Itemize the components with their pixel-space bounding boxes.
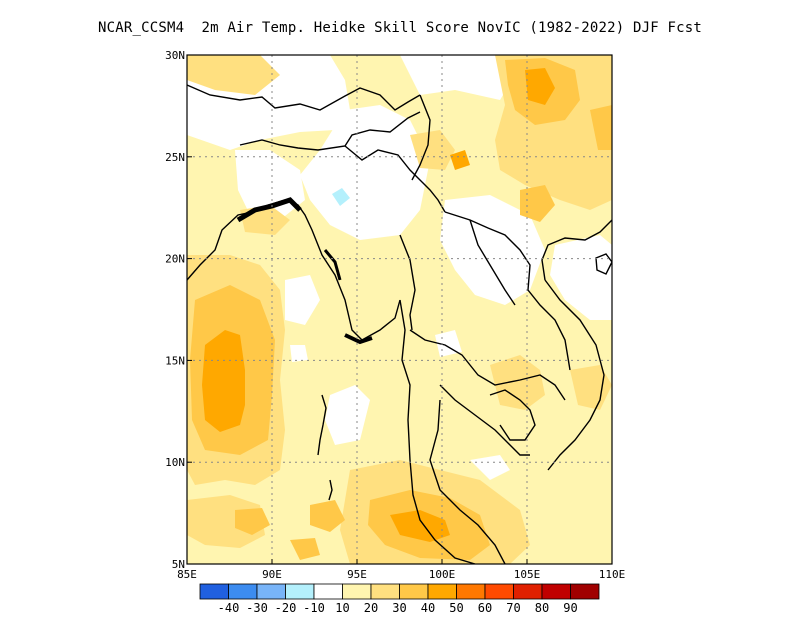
colorbar-swatch bbox=[456, 583, 486, 600]
map-title: NCAR_CCSM4 2m Air Temp. Heidke Skill Sco… bbox=[97, 20, 702, 36]
gridlines bbox=[187, 55, 612, 564]
myanmar-coast bbox=[399, 299, 476, 564]
negative-skill-patch bbox=[332, 188, 350, 206]
strongest-skill-regions bbox=[202, 68, 555, 542]
colorbar-label: 40 bbox=[421, 601, 435, 615]
x-tick-label: 95E bbox=[347, 568, 367, 581]
skill-field bbox=[187, 55, 612, 564]
himalaya-border bbox=[187, 84, 421, 111]
coastlines-and-borders bbox=[187, 84, 612, 564]
colorbar-swatch bbox=[427, 583, 457, 600]
colorbar-label: 30 bbox=[392, 601, 406, 615]
inland-border-1 bbox=[469, 219, 516, 306]
vietnam-coast bbox=[544, 279, 605, 471]
hainan-island bbox=[595, 253, 612, 275]
x-tick-label: 110E bbox=[599, 568, 626, 581]
colorbar-label: -10 bbox=[303, 601, 325, 615]
colorbar-swatch bbox=[370, 583, 400, 600]
irrawaddy-delta bbox=[344, 333, 373, 345]
laos-vietnam-border bbox=[444, 211, 571, 371]
colorbar-swatch bbox=[570, 583, 600, 600]
colorbar-label: 10 bbox=[335, 601, 349, 615]
colorbar-swatch bbox=[399, 583, 429, 600]
colorbar: -40 -30 -20 -10 10 20 30 40 50 60 70 80 90 bbox=[199, 583, 600, 615]
colorbar-label: 80 bbox=[535, 601, 549, 615]
china-coast bbox=[541, 219, 612, 281]
x-tick-label: 85E bbox=[177, 568, 197, 581]
malay-peninsula-coast bbox=[429, 399, 506, 564]
y-tick-label: 15N bbox=[165, 354, 185, 367]
colorbar-swatch bbox=[199, 583, 229, 600]
arakan-coast-detail bbox=[323, 249, 342, 281]
tibet-border bbox=[411, 94, 431, 181]
colorbar-swatch bbox=[285, 583, 315, 600]
colorbar-label: 50 bbox=[449, 601, 463, 615]
colorbar-label: -40 bbox=[218, 601, 240, 615]
plot-frame bbox=[186, 54, 613, 565]
colorbar-swatch bbox=[228, 583, 258, 600]
x-tick-label: 105E bbox=[514, 568, 541, 581]
inland-border-2 bbox=[399, 234, 416, 331]
y-tick-label: 5N bbox=[172, 558, 185, 571]
y-tick-label: 20N bbox=[165, 253, 185, 266]
andaman-islands bbox=[317, 394, 327, 456]
colorbar-label: 20 bbox=[364, 601, 378, 615]
thailand-border bbox=[409, 329, 566, 401]
colorbar-label: 70 bbox=[506, 601, 520, 615]
colorbar-swatch bbox=[313, 583, 343, 600]
colorbar-label: 60 bbox=[478, 601, 492, 615]
axis-ticks: 85E 90E 95E 100E 105E 110E 5N 10N 15N 20N 25N 30N bbox=[165, 49, 625, 581]
colorbar-swatch bbox=[342, 583, 372, 600]
colorbar-swatch bbox=[484, 583, 514, 600]
colorbar-label: -30 bbox=[246, 601, 268, 615]
y-tick-label: 25N bbox=[165, 151, 185, 164]
colorbar-label: 90 bbox=[563, 601, 577, 615]
cambodia-border bbox=[489, 389, 536, 441]
colorbar-swatch bbox=[256, 583, 286, 600]
x-tick-label: 100E bbox=[429, 568, 456, 581]
y-tick-label: 30N bbox=[165, 49, 185, 62]
x-tick-label: 90E bbox=[262, 568, 282, 581]
nicobar-islands bbox=[328, 479, 333, 501]
colorbar-swatch bbox=[541, 583, 571, 600]
colorbar-label: -20 bbox=[275, 601, 297, 615]
y-tick-label: 10N bbox=[165, 456, 185, 469]
gulf-of-thailand-coast bbox=[439, 384, 530, 456]
colorbar-swatch bbox=[513, 583, 543, 600]
